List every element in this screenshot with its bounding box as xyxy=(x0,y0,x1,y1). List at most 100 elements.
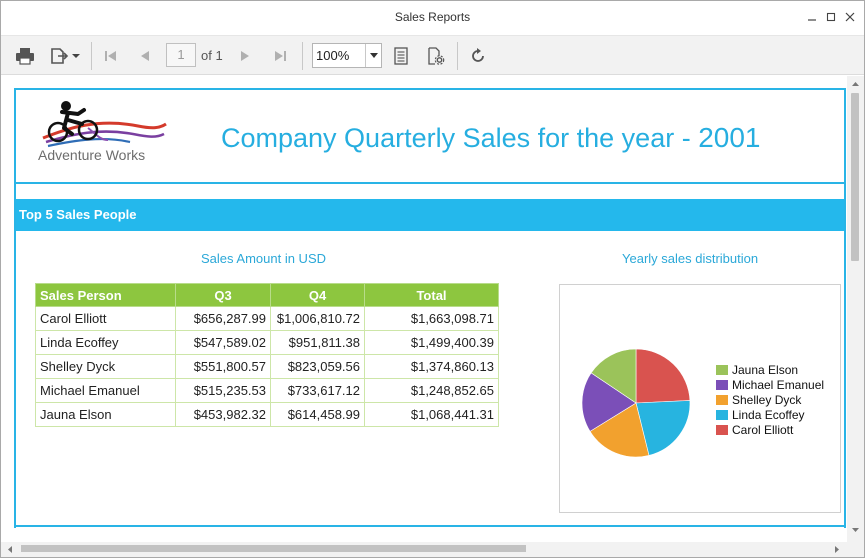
document-settings-icon xyxy=(428,47,445,65)
table-cell: $656,287.99 xyxy=(175,306,271,331)
column-header: Total xyxy=(364,283,499,307)
table-cell: Michael Emanuel xyxy=(35,378,176,403)
table-row: Michael Emanuel $515,235.53 $733,617.12 … xyxy=(35,378,499,403)
horizontal-scrollbar[interactable] xyxy=(1,542,864,557)
table-cell: $1,006,810.72 xyxy=(270,306,365,331)
table-cell: Shelley Dyck xyxy=(35,354,176,379)
page-number-input[interactable]: 1 xyxy=(166,43,196,67)
first-page-button[interactable] xyxy=(101,44,121,68)
pie-slice-linda-ecoffey xyxy=(635,400,691,456)
chevron-down-icon xyxy=(369,53,378,58)
pie-slice-jauna-elson xyxy=(590,348,637,404)
pie-chart xyxy=(581,348,691,458)
pie-slice-michael-emanuel xyxy=(581,372,637,432)
document-icon xyxy=(394,47,408,65)
table-row: Shelley Dyck $551,800.57 $823,059.56 $1,… xyxy=(35,354,499,379)
table-cell: $951,811.38 xyxy=(270,330,365,355)
print-settings-button[interactable] xyxy=(426,44,446,68)
table-cell: $733,617.12 xyxy=(270,378,365,403)
scroll-right-icon xyxy=(835,546,839,553)
pie-chart-container: Jauna Elson Michael Emanuel Shelley Dyck… xyxy=(559,284,841,513)
legend-swatch xyxy=(716,394,728,405)
legend-item: Linda Ecoffey xyxy=(716,407,824,422)
zoom-select[interactable]: 100% xyxy=(312,43,382,68)
report-bottom-border xyxy=(14,525,846,527)
report-page: Adventure Works Company Quarterly Sales … xyxy=(14,88,846,528)
refresh-button[interactable] xyxy=(467,44,489,68)
column-header: Q4 xyxy=(270,283,365,307)
previous-page-icon xyxy=(141,51,149,61)
legend-label: Shelley Dyck xyxy=(732,392,802,407)
sales-table: Sales Person Q3 Q4 Total Carol Elliott $… xyxy=(35,283,499,427)
maximize-icon xyxy=(826,12,836,22)
legend-label: Carol Elliott xyxy=(732,422,794,437)
export-button[interactable] xyxy=(45,44,83,68)
print-button[interactable] xyxy=(13,44,37,68)
minimize-button[interactable] xyxy=(804,9,820,25)
header-divider xyxy=(16,182,844,184)
legend-label: Jauna Elson xyxy=(732,362,799,377)
window-title: Sales Reports xyxy=(394,10,471,24)
legend-label: Linda Ecoffey xyxy=(732,407,805,422)
page-setup-button[interactable] xyxy=(391,44,411,68)
legend-item: Michael Emanuel xyxy=(716,377,824,392)
table-cell: $1,499,400.39 xyxy=(364,330,499,355)
printer-icon xyxy=(16,48,34,65)
table-cell: $551,800.57 xyxy=(175,354,271,379)
next-page-button[interactable] xyxy=(235,44,255,68)
vertical-scrollbar[interactable] xyxy=(847,76,864,542)
chart-caption: Yearly sales distribution xyxy=(622,251,759,266)
page-count-label: of 1 xyxy=(201,48,223,63)
legend-item: Shelley Dyck xyxy=(716,392,824,407)
table-cell: $515,235.53 xyxy=(175,378,271,403)
report-title-text: Company Quarterly Sales for the year - xyxy=(221,123,699,153)
zoom-dropdown-button[interactable] xyxy=(365,44,381,67)
legend-swatch xyxy=(716,364,728,375)
report-year: 2001 xyxy=(698,122,761,153)
table-cell: Carol Elliott xyxy=(35,306,176,331)
pie-slice-carol-elliott xyxy=(635,348,691,404)
table-row: Carol Elliott $656,287.99 $1,006,810.72 … xyxy=(35,306,499,331)
close-button[interactable] xyxy=(842,9,858,25)
last-page-button[interactable] xyxy=(270,44,290,68)
column-header: Q3 xyxy=(175,283,271,307)
table-cell: $1,248,852.65 xyxy=(364,378,499,403)
legend-item: Jauna Elson xyxy=(716,362,824,377)
toolbar-separator xyxy=(302,42,303,70)
last-page-icon xyxy=(275,51,286,61)
adventure-works-logo xyxy=(38,98,168,168)
logo-text: Adventure Works xyxy=(38,147,146,163)
table-caption: Sales Amount in USD xyxy=(201,251,327,266)
legend-swatch xyxy=(716,379,728,390)
pie-slice-shelley-dyck xyxy=(589,402,650,458)
horizontal-scroll-thumb[interactable] xyxy=(21,545,526,552)
next-page-icon xyxy=(241,51,249,61)
export-icon xyxy=(50,48,68,64)
scroll-up-icon xyxy=(852,82,859,86)
table-cell: $547,589.02 xyxy=(175,330,271,355)
previous-page-button[interactable] xyxy=(135,44,155,68)
first-page-icon xyxy=(105,51,116,61)
legend-label: Michael Emanuel xyxy=(732,377,825,392)
table-row: Jauna Elson $453,982.32 $614,458.99 $1,0… xyxy=(35,402,499,427)
table-cell: $1,663,098.71 xyxy=(364,306,499,331)
chart-legend: Jauna Elson Michael Emanuel Shelley Dyck… xyxy=(716,362,824,437)
table-cell: $1,374,860.13 xyxy=(364,354,499,379)
maximize-button[interactable] xyxy=(823,9,839,25)
table-cell: $614,458.99 xyxy=(270,402,365,427)
toolbar-separator xyxy=(91,42,92,70)
legend-item: Carol Elliott xyxy=(716,422,824,437)
section-title: Top 5 Sales People xyxy=(19,207,137,222)
table-cell: $823,059.56 xyxy=(270,354,365,379)
table-row: Linda Ecoffey $547,589.02 $951,811.38 $1… xyxy=(35,330,499,355)
report-viewport: Adventure Works Company Quarterly Sales … xyxy=(1,76,864,542)
zoom-value: 100% xyxy=(316,48,350,63)
scroll-left-icon xyxy=(8,546,12,553)
table-cell: $1,068,441.31 xyxy=(364,402,499,427)
title-bar: Sales Reports xyxy=(1,1,864,35)
table-header-row: Sales Person Q3 Q4 Total xyxy=(35,283,499,307)
scroll-down-icon xyxy=(852,528,859,532)
report-title: Company Quarterly Sales for the year - 2… xyxy=(221,122,761,154)
vertical-scroll-thumb[interactable] xyxy=(851,93,859,261)
